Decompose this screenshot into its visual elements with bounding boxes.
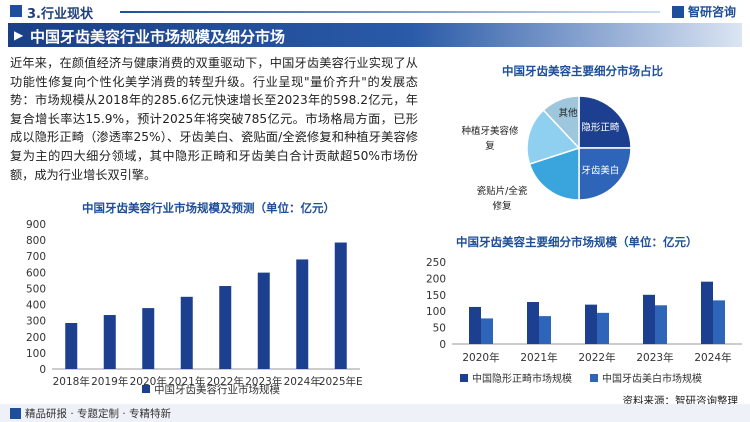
footer-bar: 精品研报 · 专题定制 · 专精特新 [0,404,750,422]
x-tick-label: 2023年 [245,375,282,388]
x-tick-label: 2022年 [207,375,244,388]
bar [481,318,493,344]
pie-label: 牙齿美白 [581,164,619,176]
y-tick-label: 100 [26,348,46,360]
footer-tagline-text: 精品研报 · 专题定制 · 专精特新 [25,408,172,420]
pie-slice [578,95,632,149]
pie-label: 其他 [558,107,578,119]
bar [539,316,551,344]
x-tick-label: 2022年 [578,351,615,364]
y-tick-label: 400 [26,300,46,312]
y-tick-label: 200 [26,332,46,344]
pie-label: 隐形正畸 [581,122,620,134]
bar [142,308,155,369]
x-tick-label: 2024年 [284,375,321,388]
x-tick-label: 2025年E [319,375,363,388]
market-size-chart-title: 中国牙齿美容行业市场规模及预测（单位：亿元） [82,201,335,215]
footer-tagline: 精品研报 · 专题定制 · 专精特新 [10,406,171,421]
y-tick-label: 900 [26,219,46,231]
bar [643,294,655,344]
page-title: 中国牙齿美容行业市场规模及细分市场 [30,28,286,46]
x-tick-label: 2018年 [53,375,90,388]
logo-text: 智研咨询 [687,5,736,19]
segment-size-chart: 0 50 100 150 200 250 2020年 2021年 2022年 2023年 2024年… [426,257,742,385]
pie-label-line: 种植牙美容修 [461,125,519,137]
intro-paragraph: 近年来，在颜值经济与健康消费的双重驱动下，中国牙齿美容行业实现了从功能性修复向个… [10,56,418,182]
x-tick-label: 2021年 [520,351,557,364]
bar [180,296,193,369]
y-tick-label: 0 [439,339,446,351]
bar [65,322,78,369]
pie-label-line: 修复 [492,200,512,212]
x-tick-label: 2019年 [91,375,128,388]
logo-icon [671,6,684,18]
legend-label: 中国隐形正畸市场规模 [472,372,572,385]
y-tick-label: 50 [433,323,446,335]
bar [103,315,116,369]
pie-slice [526,109,581,166]
pie-label-line: 瓷贴片/全瓷 [477,185,528,197]
bar [219,286,232,369]
x-tick-label: 2021年 [168,375,205,388]
pie-label-line: 复 [485,140,495,152]
pie-slice [528,146,580,201]
pie-label: 种植牙美容修复 [461,125,519,152]
x-tick-label: 2023年 [636,351,673,364]
legend-swatch [142,385,150,393]
y-tick-label: 500 [26,283,46,295]
legend-swatch [460,374,468,382]
y-tick-label: 100 [426,306,446,318]
y-tick-label: 150 [426,290,446,302]
bar [713,300,725,344]
bar [597,312,609,344]
segment-size-chart-title: 中国牙齿美容主要细分市场规模（单位：亿元） [456,235,698,249]
bar [585,304,597,344]
top-bar: 3.行业现状 智研咨询 [0,0,750,22]
x-tick-label: 2020年 [130,375,167,388]
y-tick-label: 600 [26,267,46,279]
pie-slice [578,147,632,201]
x-tick-label: 2020年 [462,351,499,364]
bar [334,242,347,369]
section-label: 3.行业现状 [27,7,93,22]
y-tick-label: 800 [26,235,46,247]
bar [296,259,309,369]
bar [655,305,667,344]
legend-swatch [590,374,598,382]
legend-label: 中国牙齿美白市场规模 [602,372,702,385]
x-tick-label: 2024年 [694,351,731,364]
footer-logo-icon [10,408,21,419]
y-tick-label: 300 [26,316,46,328]
bar [527,302,539,344]
bar [469,306,481,344]
segment-share-chart-title: 中国牙齿美容主要细分市场占比 [502,64,663,78]
y-tick-label: 200 [426,273,446,285]
y-tick-label: 700 [26,251,46,263]
brand-logo: 智研咨询 [671,3,736,20]
double-arrow-icon: ▶ [14,28,24,42]
y-tick-label: 250 [426,257,446,269]
bar [257,272,270,369]
pie-label: 瓷贴片/全瓷修复 [477,185,528,212]
y-tick-label: 0 [39,364,46,376]
pie-slice [542,95,580,150]
section-marker-icon [10,5,22,17]
legend-label: 中国牙齿美容行业市场规模 [154,383,280,396]
title-bar: ▶ 中国牙齿美容行业市场规模及细分市场 [8,23,742,47]
header-divider [120,11,660,13]
bar [701,281,713,344]
